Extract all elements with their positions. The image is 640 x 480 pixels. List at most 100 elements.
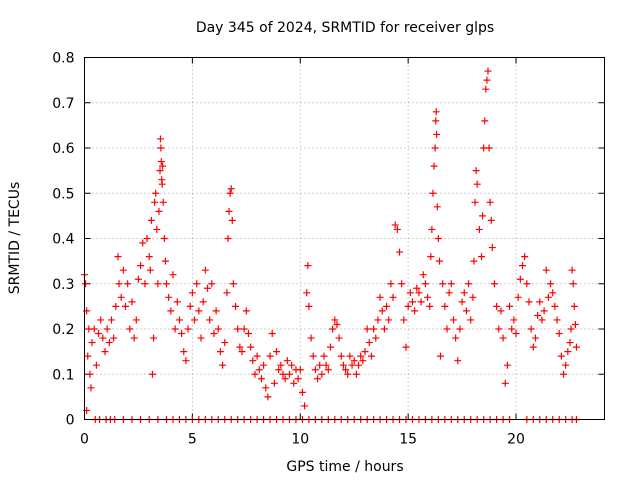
data-point-marker [156, 135, 164, 143]
data-point-marker [253, 352, 261, 360]
data-point-marker [159, 198, 167, 206]
data-point-marker [115, 280, 123, 288]
data-point-marker [219, 361, 227, 369]
data-point-marker [191, 316, 199, 324]
data-point-marker [130, 334, 138, 342]
data-point-marker [128, 298, 136, 306]
data-point-marker [348, 361, 356, 369]
data-point-marker [264, 393, 272, 401]
data-point-marker [279, 370, 287, 378]
data-point-marker [501, 379, 509, 387]
data-point-marker [529, 343, 537, 351]
data-point-marker [132, 316, 140, 324]
x-tick-label: 0 [80, 432, 89, 448]
data-point-marker [88, 339, 96, 347]
data-point-marker [469, 293, 477, 301]
data-point-marker [318, 370, 326, 378]
data-point-marker [320, 352, 328, 360]
data-point-marker [322, 361, 330, 369]
data-point-marker [247, 343, 255, 351]
data-point-marker [567, 325, 575, 333]
data-point-marker [478, 253, 486, 261]
data-point-marker [385, 316, 393, 324]
data-point-marker [417, 298, 425, 306]
data-point-marker [484, 67, 492, 75]
data-point-marker [145, 253, 153, 261]
data-point-marker [383, 302, 391, 310]
plot-frame [84, 57, 605, 420]
data-point-marker [186, 302, 194, 310]
data-point-marker [398, 280, 406, 288]
data-point-marker [570, 302, 578, 310]
data-point-marker [137, 262, 145, 270]
data-point-marker [193, 280, 201, 288]
data-point-marker [357, 352, 365, 360]
data-point-marker [495, 325, 503, 333]
data-point-marker [270, 379, 278, 387]
data-point-marker [400, 316, 408, 324]
data-point-marker [424, 293, 432, 301]
data-point-marker [134, 275, 142, 283]
data-point-marker [471, 198, 479, 206]
data-point-marker [236, 343, 244, 351]
data-point-marker [101, 348, 109, 356]
data-point-marker [155, 207, 163, 215]
data-point-marker [432, 117, 440, 125]
data-point-marker [296, 366, 304, 374]
x-tick-label: 10 [291, 432, 309, 448]
data-point-marker [90, 325, 98, 333]
data-point-marker [307, 334, 315, 342]
data-point-marker [408, 298, 416, 306]
data-point-marker [162, 280, 170, 288]
data-point-marker [244, 330, 252, 338]
data-point-marker [449, 316, 457, 324]
data-point-marker [510, 316, 518, 324]
data-point-marker [143, 235, 151, 242]
data-point-marker [331, 316, 339, 324]
data-point-marker [488, 244, 496, 252]
data-point-marker [456, 325, 464, 333]
data-point-marker [557, 352, 565, 360]
data-point-marker [572, 343, 580, 351]
data-point-marker [107, 316, 115, 324]
data-point-marker [119, 266, 127, 274]
data-point-marker [99, 334, 107, 342]
data-point-marker [452, 334, 460, 342]
data-point-marker [571, 320, 579, 328]
data-point-marker [154, 280, 162, 288]
data-point-marker [157, 144, 165, 152]
data-point-marker [406, 289, 414, 297]
data-point-marker [547, 280, 555, 288]
data-point-marker [490, 280, 498, 288]
data-point-marker [180, 348, 188, 356]
data-point-marker [378, 307, 386, 315]
data-point-marker [389, 293, 397, 301]
data-point-marker [439, 280, 447, 288]
y-tick-label: 0.7 [52, 96, 74, 112]
data-point-marker [460, 289, 468, 297]
data-point-marker [516, 275, 524, 283]
data-point-marker [415, 289, 423, 297]
data-point-marker [223, 289, 231, 297]
data-point-marker [314, 375, 322, 383]
data-point-marker [169, 271, 177, 279]
data-point-marker [324, 366, 332, 374]
data-point-marker [434, 235, 442, 242]
data-point-marker [485, 144, 493, 152]
data-point-marker [146, 266, 154, 274]
y-axis-label: SRMTID / TECUs [7, 182, 23, 295]
data-point-marker [153, 225, 161, 233]
data-point-marker [171, 325, 179, 333]
data-point-marker [374, 316, 382, 324]
data-point-marker [335, 334, 343, 342]
data-point-marker [479, 212, 487, 220]
data-point-marker [173, 298, 181, 306]
data-point-marker [542, 266, 550, 274]
data-point-marker [569, 280, 577, 288]
x-axis-label: GPS time / hours [286, 459, 403, 475]
data-point-marker [152, 189, 160, 197]
data-point-marker [165, 293, 173, 301]
data-point-marker [506, 302, 514, 310]
data-point-marker [311, 366, 319, 374]
data-point-marker [182, 357, 190, 365]
